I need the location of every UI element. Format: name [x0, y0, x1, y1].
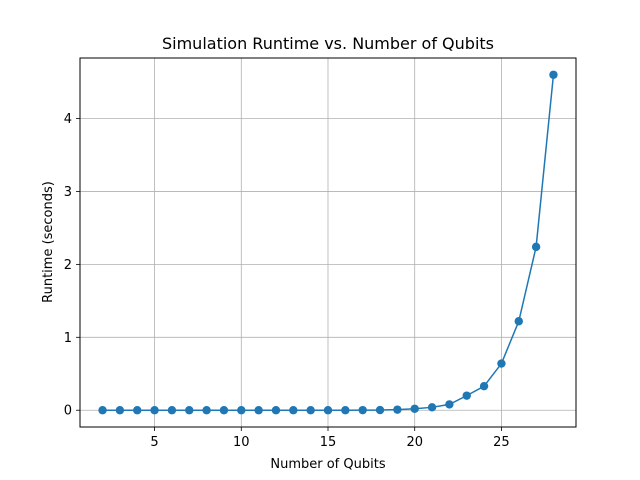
data-point [254, 406, 263, 415]
y-tick-label: 1 [64, 331, 72, 346]
data-point [427, 403, 437, 412]
data-point [115, 406, 125, 415]
data-point [237, 406, 246, 415]
y-tick-label: 4 [64, 112, 72, 127]
y-tick-label: 3 [64, 185, 72, 200]
data-point [445, 400, 454, 409]
data-point [167, 406, 177, 415]
data-point [514, 317, 523, 326]
data-point [341, 406, 350, 415]
data-point [375, 405, 385, 415]
data-point [462, 391, 471, 400]
data-point [289, 406, 298, 415]
data-point [549, 70, 558, 79]
data-point [323, 406, 333, 415]
axis-ticks: 5 10 15 20 25 0 1 2 3 4 [64, 112, 510, 450]
data-point [98, 406, 107, 415]
data-point [479, 381, 489, 391]
x-tick-label: 15 [320, 435, 337, 450]
data-point [410, 404, 419, 413]
x-tick-label: 5 [150, 435, 158, 450]
data-point [497, 359, 506, 368]
x-tick-label: 20 [406, 435, 423, 450]
x-axis-label: Number of Qubits [270, 457, 385, 472]
chart-title: Simulation Runtime vs. Number of Qubits [162, 34, 494, 53]
data-point [150, 406, 159, 415]
y-tick-label: 0 [64, 404, 72, 419]
x-tick-label: 25 [493, 435, 510, 450]
y-axis-label: Runtime (seconds) [41, 181, 56, 303]
data-point [185, 406, 194, 415]
data-point [219, 406, 229, 415]
data-point [358, 405, 367, 415]
data-point [133, 406, 142, 415]
series-points [98, 70, 558, 415]
data-point [306, 406, 315, 415]
data-point [393, 405, 402, 414]
y-tick-label: 2 [64, 258, 72, 273]
x-tick-label: 10 [233, 435, 250, 450]
data-point [531, 242, 541, 252]
data-point [202, 406, 211, 415]
data-point [271, 406, 281, 415]
grid-lines [80, 58, 576, 427]
